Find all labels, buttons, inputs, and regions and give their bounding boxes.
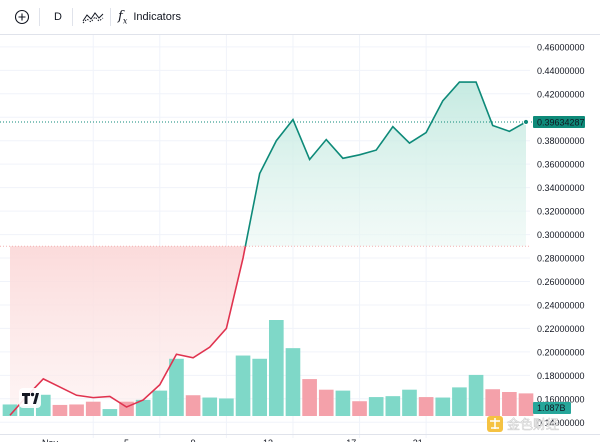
volume-bar [318, 389, 334, 416]
volume-bar [352, 401, 367, 416]
volume-bar [52, 404, 68, 416]
tradingview-logo-t [22, 393, 30, 404]
volume-bar [85, 401, 101, 416]
time-tick-label: 9 [191, 438, 196, 442]
chart-toolbar: D fx Indicators [0, 0, 600, 35]
last-price-tag [533, 115, 585, 128]
time-axis[interactable]: Nov 5 9 13 17 21 [0, 434, 600, 442]
tradingview-logo-icon [19, 388, 41, 408]
plus-circle-icon [14, 9, 30, 25]
volume-bar [302, 379, 317, 416]
chart-type-button[interactable] [82, 0, 104, 34]
volume-bar [435, 397, 451, 416]
jinse-finance-logo-icon [487, 416, 503, 432]
price-tick-label: 0.24000000 [537, 300, 585, 310]
volume-bar [335, 390, 351, 416]
time-tick-label: 17 [346, 438, 356, 442]
price-tick-label: 0.44000000 [537, 66, 585, 76]
volume-bar [235, 355, 251, 416]
volume-tag [533, 402, 571, 414]
time-tick-label: 5 [124, 438, 129, 442]
last-price-dot [522, 118, 530, 126]
volume-bar [219, 398, 234, 416]
volume-bar [2, 404, 18, 416]
price-tick-label: 0.34000000 [537, 183, 585, 193]
volume-bars [2, 320, 534, 416]
fx-icon: fx [118, 8, 128, 26]
price-tick-label: 0.42000000 [537, 89, 585, 99]
toolbar-divider [110, 8, 111, 26]
price-tick-label: 0.46000000 [537, 42, 585, 52]
volume-bar [452, 387, 467, 416]
price-lines [9, 81, 527, 416]
price-tick-label: 0.22000000 [537, 324, 585, 334]
price-chart[interactable]: 0.39634287 0.46000000 0.44000000 0.4200000… [0, 35, 600, 442]
line-chart-type-icon [82, 12, 104, 24]
toolbar-divider [39, 8, 40, 26]
volume-bar [485, 389, 501, 416]
volume-bar [69, 404, 84, 416]
price-line-up [244, 81, 527, 247]
price-tick-label: 0.30000000 [537, 230, 585, 240]
jinse-watermark-text: 金色财经 [507, 417, 559, 433]
watermarks: 金色财经 [19, 388, 559, 433]
volume-bar [502, 392, 517, 416]
price-tick-label: 0.32000000 [537, 207, 585, 217]
toolbar-divider [72, 8, 73, 26]
price-tick-label: 0.38000000 [537, 136, 585, 146]
volume-bar [368, 397, 384, 416]
price-axis[interactable]: 0.46000000 0.44000000 0.42000000 0.38000000… [530, 35, 600, 442]
volume-bar [402, 389, 417, 416]
volume-bar [169, 358, 184, 416]
add-symbol-button[interactable] [14, 0, 30, 34]
price-tick-label: 0.20000000 [537, 347, 585, 357]
volume-bar [252, 358, 268, 416]
interval-button[interactable]: D [54, 0, 62, 34]
time-tick-label: 13 [263, 438, 273, 442]
tradingview-logo-bg [19, 388, 41, 408]
volume-bar [468, 374, 484, 416]
price-tick-label: 0.26000000 [537, 277, 585, 287]
volume-bar [102, 409, 118, 416]
price-tick-label: 0.16000000 [537, 394, 585, 404]
volume-bar [268, 320, 284, 416]
last-price-group: 0.39634287 [0, 115, 585, 128]
indicators-button[interactable]: fx Indicators [118, 0, 181, 34]
jinse-logo-mark [490, 418, 500, 429]
volume-tag-label: 1.087B [537, 403, 566, 413]
up-area-fill [245, 82, 526, 247]
area-fills [10, 82, 526, 416]
volume-bar [185, 395, 201, 416]
time-tick-label: 21 [413, 438, 423, 442]
indicators-label: Indicators [133, 11, 182, 23]
volume-bar [385, 396, 401, 416]
volume-bar [135, 399, 151, 416]
time-tick-label: Nov [42, 438, 59, 442]
volume-bar [19, 405, 34, 416]
tradingview-logo-v [33, 393, 39, 404]
price-tick-label: 0.18000000 [537, 371, 585, 381]
price-tick-label: 0.28000000 [537, 254, 585, 264]
volume-bar [152, 390, 168, 416]
price-tick-label: 0.14000000 [537, 418, 585, 428]
volume-bar [418, 397, 434, 416]
price-tick-label: 0.36000000 [537, 160, 585, 170]
volume-bar [202, 397, 218, 416]
tradingview-logo-dot [30, 392, 35, 397]
down-area-fill [10, 246, 246, 416]
last-price-label: 0.39634287 [537, 117, 585, 127]
price-line-down [9, 246, 247, 416]
volume-bar [285, 348, 301, 416]
interval-label: D [54, 11, 62, 23]
volume-bar [518, 393, 534, 416]
